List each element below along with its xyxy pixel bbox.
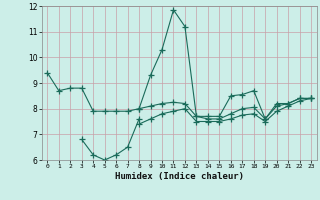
X-axis label: Humidex (Indice chaleur): Humidex (Indice chaleur) bbox=[115, 172, 244, 181]
